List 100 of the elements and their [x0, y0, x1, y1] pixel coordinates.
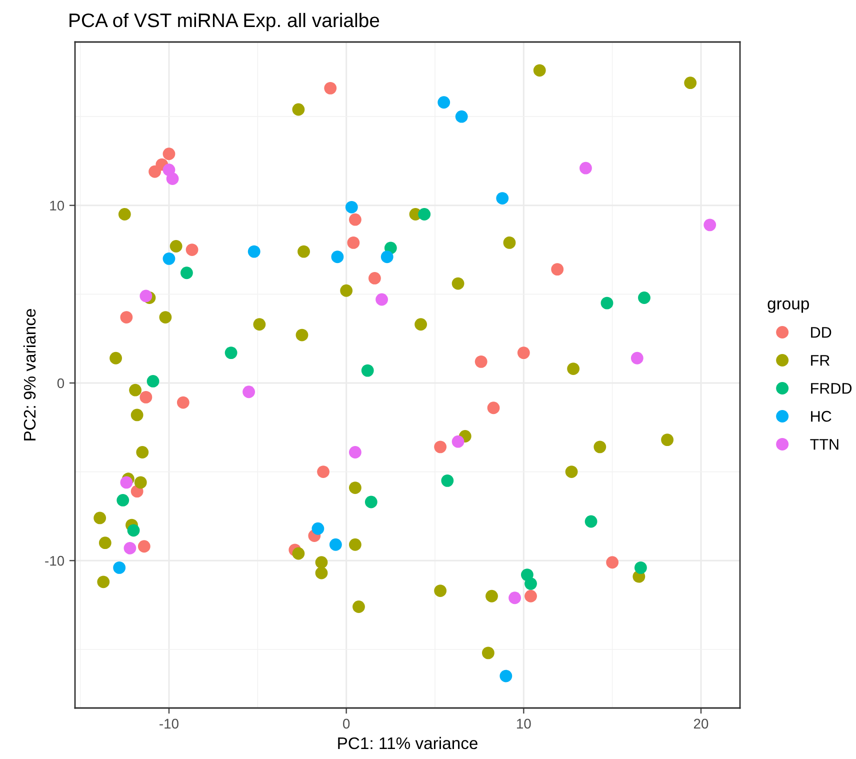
- point: [434, 440, 447, 454]
- point: [684, 76, 697, 90]
- point: [162, 148, 176, 160]
- point: [120, 311, 133, 324]
- point: [315, 556, 328, 569]
- point: [116, 494, 130, 506]
- point: [368, 272, 381, 284]
- point: [140, 390, 152, 404]
- point: [134, 476, 147, 489]
- point: [455, 110, 468, 123]
- x-tick-label: 0: [343, 718, 350, 729]
- point: [364, 496, 378, 508]
- point: [170, 240, 182, 252]
- x-tick-label: -10: [160, 718, 178, 729]
- point: [248, 245, 260, 258]
- point: [352, 600, 365, 613]
- point: [533, 64, 546, 77]
- point: [600, 296, 614, 310]
- point: [315, 566, 328, 580]
- point: [130, 408, 144, 422]
- point: [418, 208, 431, 220]
- point: [166, 172, 179, 185]
- point: [376, 293, 388, 306]
- point: [704, 218, 716, 232]
- point: [331, 250, 344, 264]
- point: [482, 646, 494, 660]
- point: [124, 542, 136, 554]
- point: [486, 590, 498, 602]
- point: [224, 346, 238, 360]
- point: [186, 244, 198, 256]
- legend-label: TTN: [810, 439, 838, 450]
- point: [97, 576, 110, 588]
- point: [487, 402, 500, 414]
- point: [113, 561, 126, 574]
- point: [434, 584, 447, 597]
- point: [438, 96, 450, 109]
- point: [159, 311, 172, 324]
- point: [348, 482, 362, 494]
- point: [606, 556, 619, 569]
- point: [340, 284, 353, 297]
- point: [452, 277, 464, 290]
- point: [634, 561, 647, 574]
- y-axis-title: PC2: 9% variance: [23, 309, 36, 440]
- point: [118, 208, 131, 220]
- point: [380, 250, 394, 264]
- point: [329, 538, 342, 551]
- point: [324, 82, 337, 94]
- point: [140, 290, 152, 302]
- point: [594, 440, 606, 454]
- point: [317, 466, 330, 478]
- point: [345, 200, 358, 214]
- point: [127, 524, 140, 537]
- point: [517, 346, 530, 360]
- point: [496, 192, 509, 204]
- point: [361, 364, 374, 377]
- y-tick-label: 0: [57, 378, 64, 388]
- point: [348, 538, 362, 551]
- point: [414, 318, 428, 331]
- legend-label: DD: [811, 327, 832, 338]
- x-axis-title: PC1: 11% variance: [338, 736, 478, 750]
- point: [347, 236, 360, 249]
- point: [580, 162, 592, 174]
- point: [630, 352, 644, 364]
- point: [474, 355, 488, 368]
- point: [120, 476, 133, 489]
- x-tick-label: 10: [516, 718, 531, 729]
- point: [452, 435, 464, 448]
- point: [146, 375, 160, 388]
- point: [292, 103, 305, 116]
- point: [180, 266, 193, 280]
- point: [441, 474, 454, 487]
- point: [312, 522, 324, 535]
- point: [296, 328, 308, 342]
- point: [298, 245, 310, 258]
- point: [508, 592, 521, 604]
- point: [567, 362, 580, 375]
- point: [348, 446, 362, 458]
- legend-label: FRDD: [811, 383, 852, 394]
- point: [638, 292, 650, 304]
- point: [110, 352, 122, 364]
- point: [176, 396, 190, 409]
- point: [500, 670, 512, 682]
- point: [253, 318, 266, 331]
- point: [129, 384, 142, 396]
- point: [524, 590, 537, 602]
- point: [148, 165, 162, 178]
- legend-label: FR: [811, 355, 830, 366]
- point: [242, 386, 255, 398]
- point: [94, 512, 106, 524]
- legend-title: group: [768, 300, 809, 313]
- point: [584, 515, 598, 528]
- point: [348, 213, 362, 226]
- point: [524, 577, 537, 590]
- point: [136, 446, 149, 458]
- point: [138, 540, 150, 553]
- point: [292, 547, 305, 560]
- y-tick-label: 10: [50, 200, 64, 211]
- point: [162, 252, 176, 265]
- chart-title: PCA of VST miRNA Exp. all varialbe: [70, 12, 380, 32]
- x-tick-label: 20: [694, 718, 708, 729]
